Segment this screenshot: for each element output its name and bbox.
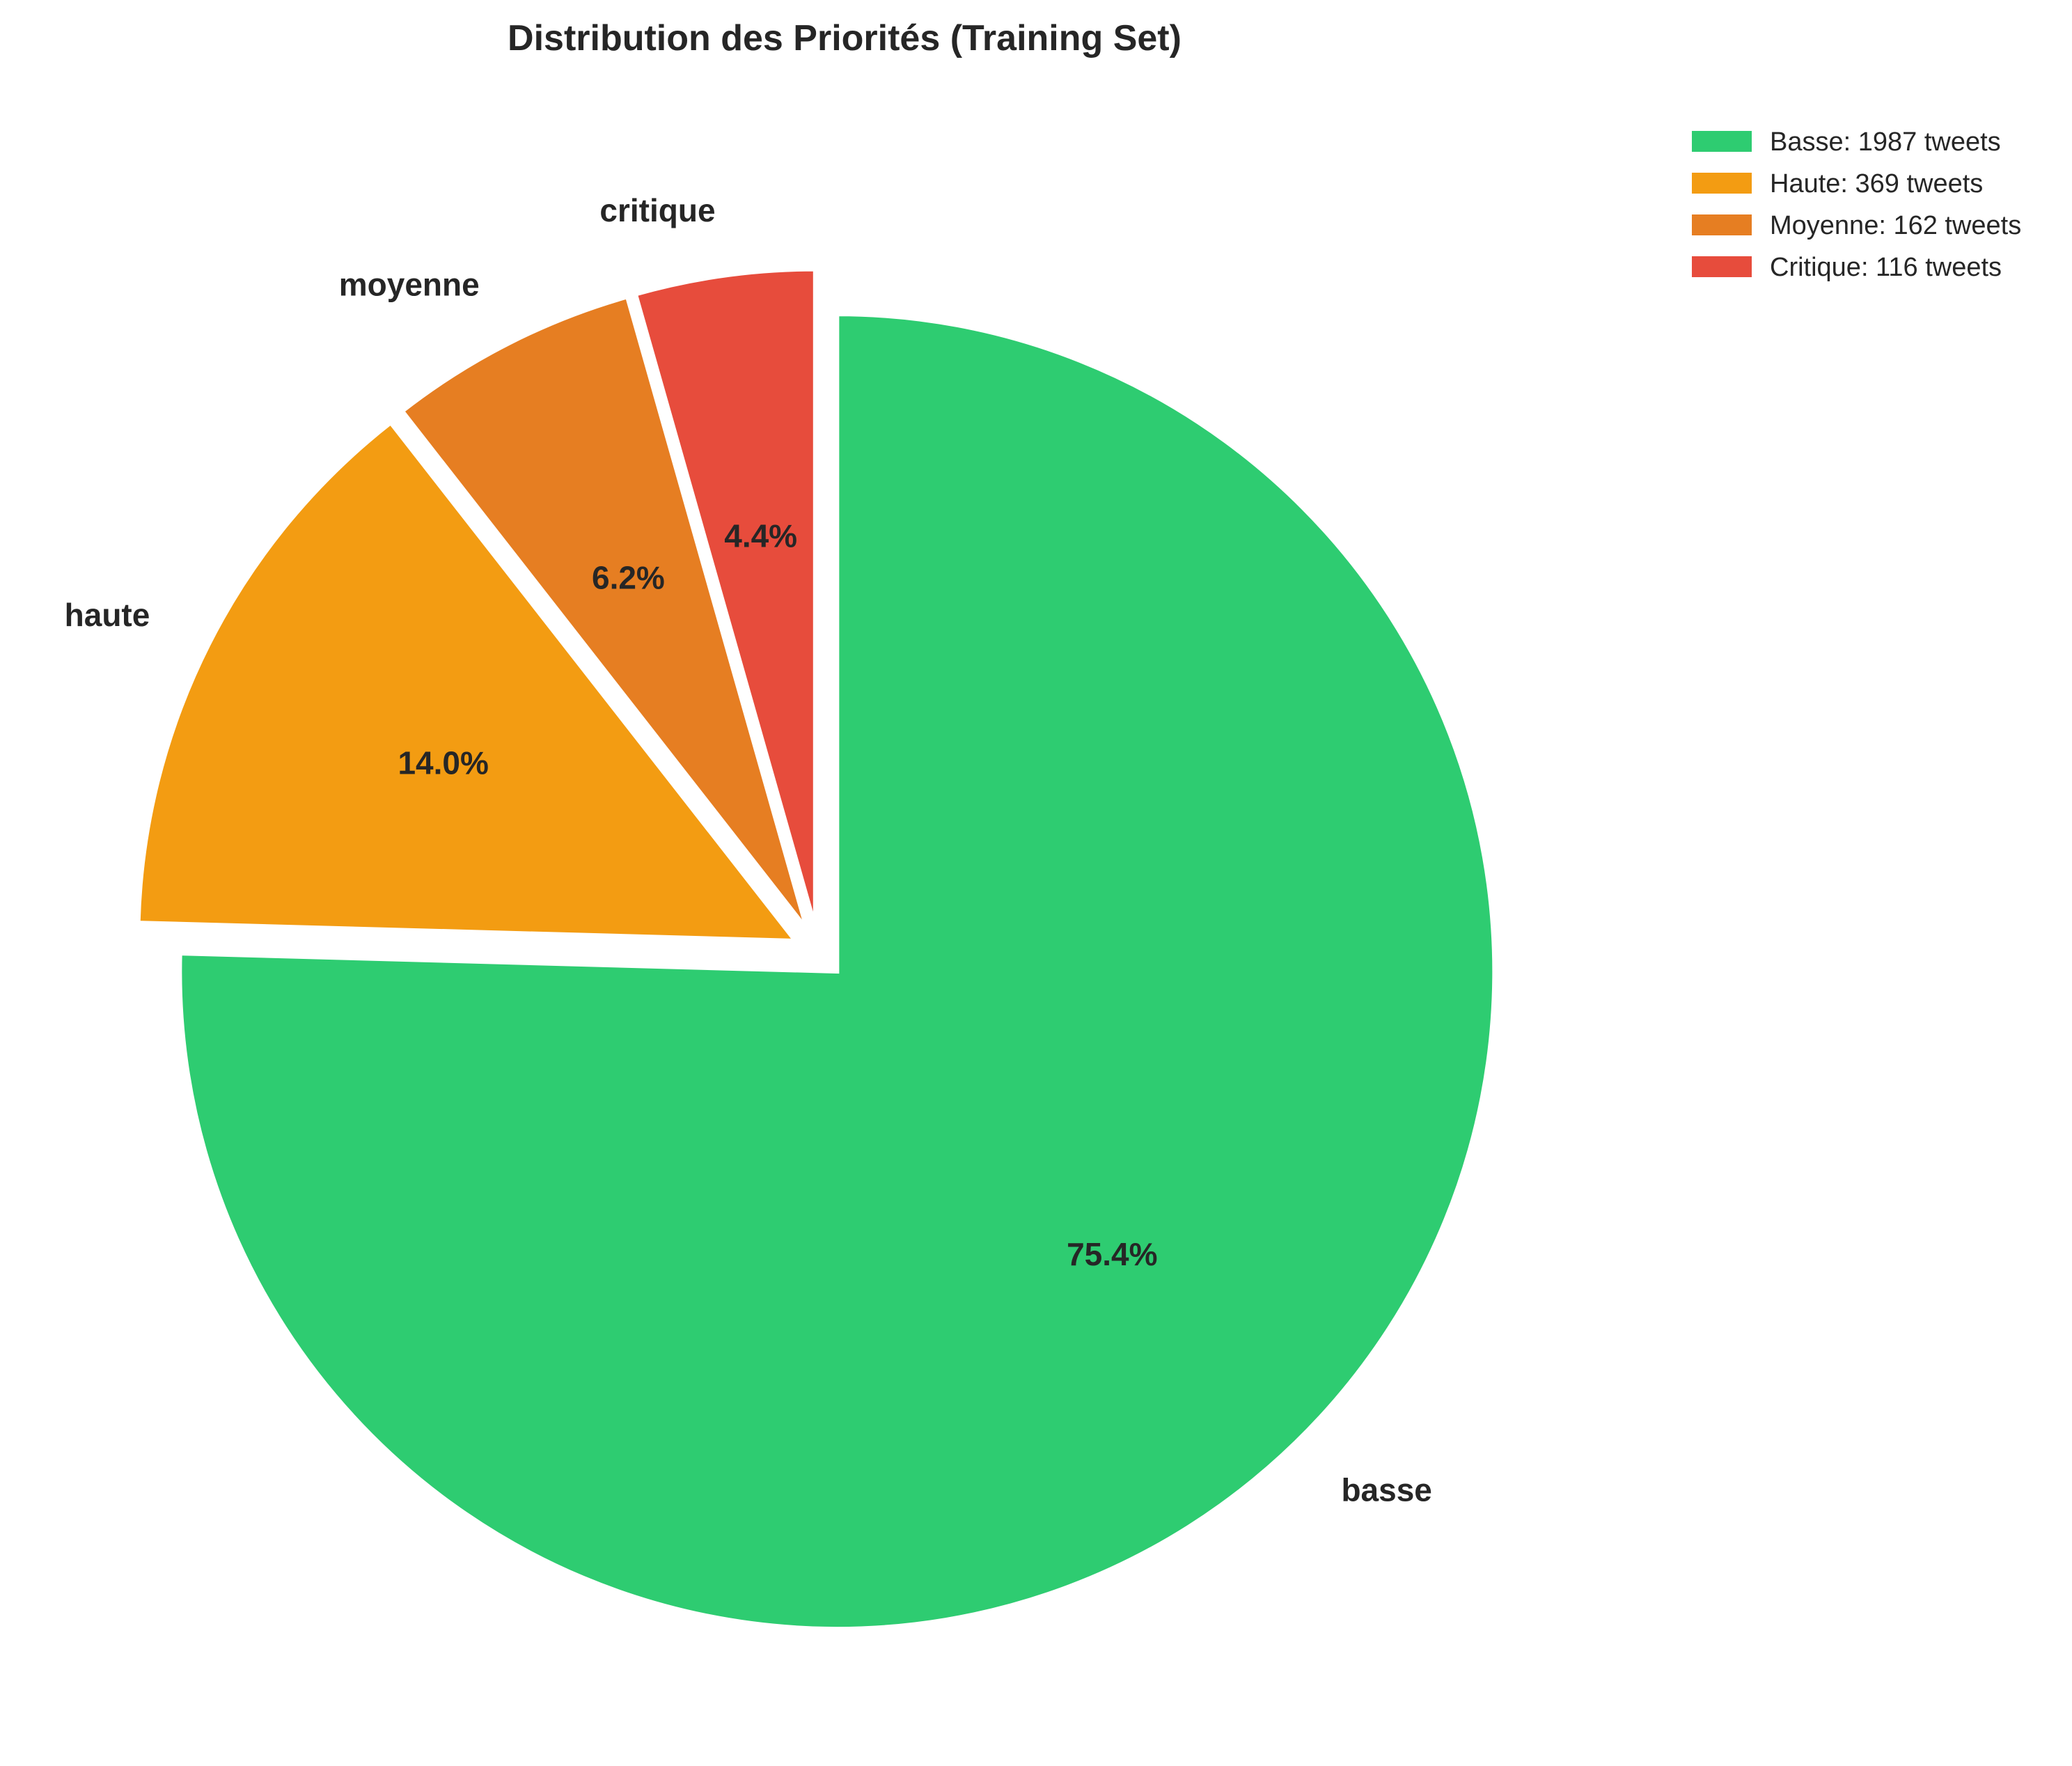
pie-slice-haute bbox=[136, 419, 800, 944]
legend-entry-haute: Haute: 369 tweets bbox=[1770, 169, 1983, 198]
legend-entry-critique: Critique: 116 tweets bbox=[1770, 253, 2002, 282]
legend-entry-moyenne: Moyenne: 162 tweets bbox=[1770, 211, 2021, 240]
percent-label-moyenne: 6.2% bbox=[592, 559, 665, 595]
pie-slices bbox=[136, 267, 1497, 1632]
slice-label-basse: basse bbox=[1341, 1471, 1431, 1508]
pie-slice-basse bbox=[178, 312, 1497, 1632]
slice-labels: basse haute moyenne critique bbox=[65, 192, 1432, 1508]
legend-swatch-moyenne bbox=[1692, 214, 1752, 235]
slice-label-critique: critique bbox=[599, 192, 715, 228]
legend-entry-basse: Basse: 1987 tweets bbox=[1770, 127, 2001, 157]
percent-label-haute: 14.0% bbox=[398, 745, 488, 781]
legend-swatch-critique bbox=[1692, 256, 1752, 277]
percent-label-critique: 4.4% bbox=[724, 518, 797, 554]
legend-swatch-basse bbox=[1692, 131, 1752, 152]
legend-swatch-haute bbox=[1692, 173, 1752, 194]
pie-slice-critique bbox=[633, 267, 817, 928]
slice-label-haute: haute bbox=[65, 597, 150, 633]
legend: Basse: 1987 tweets Haute: 369 tweets Moyen… bbox=[1692, 127, 2021, 282]
pie-slice-moyenne bbox=[399, 294, 809, 931]
slice-label-moyenne: moyenne bbox=[339, 266, 480, 302]
chart-title: Distribution des Priorités (Training Set… bbox=[508, 18, 1182, 58]
percent-labels: 75.4% 14.0% 6.2% 4.4% bbox=[398, 518, 1157, 1272]
percent-label-basse: 75.4% bbox=[1067, 1236, 1157, 1272]
